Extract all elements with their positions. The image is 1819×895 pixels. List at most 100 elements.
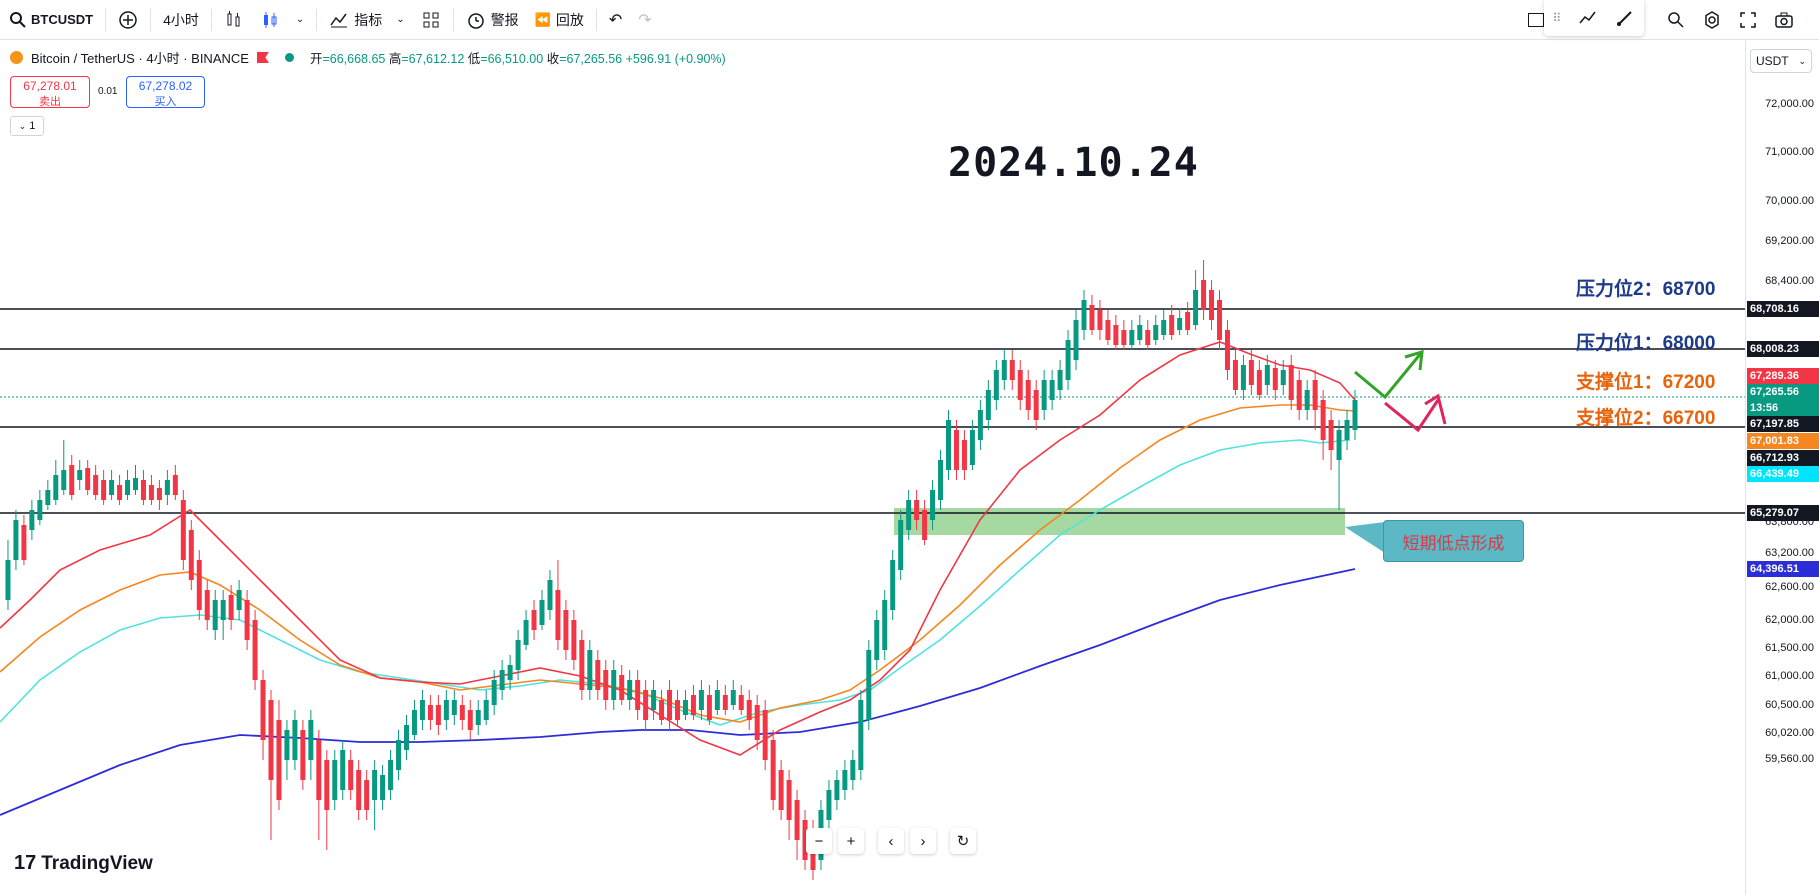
trend-line-icon[interactable]: [1578, 8, 1598, 28]
candle-body: [1304, 390, 1310, 410]
drag-handle-icon[interactable]: ⠿: [1552, 11, 1562, 25]
candle-body: [332, 760, 338, 800]
spread-value: 0.01: [98, 86, 118, 97]
sell-button[interactable]: 67,278.01 卖出: [10, 76, 90, 108]
toolbar-divider: [105, 8, 107, 31]
flag-icon[interactable]: [256, 52, 269, 63]
candle-body: [802, 820, 808, 860]
scroll-left-button[interactable]: ‹: [878, 828, 904, 854]
candle-body: [1145, 330, 1151, 345]
candle-body: [778, 770, 784, 810]
candle-body: [738, 695, 744, 710]
logo-text: TradingView: [41, 852, 153, 874]
candle-body: [53, 475, 59, 500]
candle-body: [21, 525, 27, 560]
annotation-callout[interactable]: 短期低点形成: [1383, 520, 1524, 562]
candle-body: [1081, 300, 1087, 330]
candle-body: [1320, 400, 1326, 440]
bar-style-button[interactable]: [216, 0, 252, 40]
candle-body: [635, 680, 641, 710]
candle-body: [587, 650, 593, 690]
price-chart[interactable]: [0, 40, 1745, 895]
alert-button[interactable]: 警报: [458, 0, 527, 40]
support-2-label: 支撑位2：66700: [1576, 408, 1716, 429]
candle-body: [220, 600, 226, 620]
zoom-in-button[interactable]: +: [838, 828, 864, 854]
candle-body: [348, 760, 354, 790]
low-value: =66,510.00: [480, 52, 544, 66]
price-badge: 68,708.16: [1747, 301, 1819, 317]
reset-chart-button[interactable]: ↻: [950, 828, 976, 854]
candle-body: [961, 440, 967, 470]
price-tick-label: 63,200.00: [1765, 547, 1814, 559]
high-label: 高: [388, 52, 402, 66]
candle-body: [204, 590, 210, 620]
right-toolbar: [1520, 0, 1552, 40]
candle-body: [411, 710, 417, 735]
brush-icon[interactable]: [1615, 8, 1635, 28]
fullscreen-button[interactable]: [1730, 0, 1766, 40]
undo-button[interactable]: ↶: [601, 0, 630, 40]
low-label: 低: [467, 52, 481, 66]
candle-body: [324, 760, 330, 810]
replay-button[interactable]: ⏪ 回放: [527, 0, 592, 40]
candle-body: [914, 500, 920, 520]
bitcoin-logo-icon: [10, 51, 23, 64]
chevron-down-icon: ⌄: [18, 120, 27, 131]
price-badge: 68,008.23: [1747, 341, 1819, 357]
tradingview-logo[interactable]: 17 TradingView: [14, 852, 153, 875]
right-toolbar-icons: [1658, 0, 1802, 40]
alert-label: 警报: [490, 11, 519, 28]
collapse-legend-button[interactable]: ⌄ 1: [10, 116, 44, 136]
rect-tool-button[interactable]: [1520, 0, 1552, 40]
candle-body: [977, 410, 983, 440]
interval-button[interactable]: 4小时: [163, 11, 199, 28]
add-symbol-button[interactable]: [110, 0, 146, 40]
candle-body: [969, 430, 975, 465]
candle-body: [938, 460, 944, 500]
ema-slow-line: [0, 439, 1351, 726]
candle-body: [770, 740, 776, 800]
candle-body: [1169, 315, 1175, 335]
chevron-down-icon: ⌄: [295, 14, 305, 25]
candle-body: [1224, 330, 1230, 370]
candle-body: [1280, 370, 1286, 385]
candle-body: [300, 730, 306, 780]
chart-type-dropdown[interactable]: ⌄: [288, 0, 312, 40]
scroll-right-button[interactable]: ›: [910, 828, 936, 854]
quick-search-button[interactable]: [1658, 0, 1694, 40]
zoom-out-button[interactable]: −: [806, 828, 832, 854]
candle-body: [380, 775, 386, 800]
candle-body: [69, 465, 75, 495]
candle-body: [1328, 420, 1334, 450]
symbol-search[interactable]: BTCUSDT: [0, 0, 101, 40]
snapshot-button[interactable]: [1766, 0, 1802, 40]
candle-body: [667, 690, 673, 720]
candle-body: [882, 600, 888, 650]
candlestick-icon: [260, 10, 280, 30]
settings-button[interactable]: [1694, 0, 1730, 40]
candle-body: [109, 480, 115, 495]
candle-body: [117, 485, 123, 500]
buy-button[interactable]: 67,278.02 买入: [126, 76, 205, 108]
candle-body: [985, 390, 991, 420]
layout-button[interactable]: [413, 0, 449, 40]
indicators-button[interactable]: 指标 ⌄: [321, 0, 412, 40]
candle-body: [1209, 290, 1215, 320]
resistance-2-label: 压力位2：68700: [1576, 279, 1716, 300]
candle-body: [706, 695, 712, 720]
candle-body: [890, 560, 896, 610]
candle-body: [651, 690, 657, 710]
candle-body: [1232, 360, 1238, 390]
bullish-path-arrow: [1354, 351, 1424, 400]
candle-body: [276, 720, 282, 800]
candle-style-button[interactable]: [252, 0, 288, 40]
candle-body: [483, 700, 489, 720]
candle-body: [292, 720, 298, 760]
rectangle-icon: [1528, 13, 1544, 27]
bearish-arrowhead: [1424, 393, 1447, 425]
redo-button[interactable]: ↷: [630, 0, 659, 40]
bar-chart-icon: [224, 10, 244, 30]
currency-selector[interactable]: USDT ⌄: [1750, 49, 1812, 73]
resistance-1-label: 压力位1：68000: [1576, 333, 1716, 354]
